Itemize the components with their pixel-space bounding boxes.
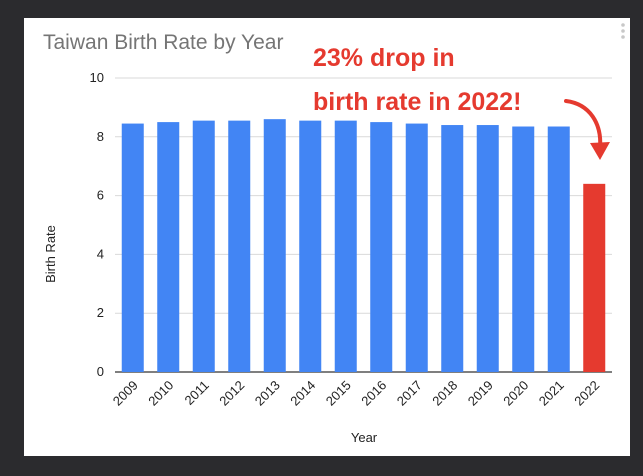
annotation-line-1: 23% drop in [313,44,455,72]
bar-2020[interactable] [512,126,535,372]
chart-menu-icon[interactable] [621,23,625,39]
bar-2015[interactable] [334,120,357,372]
y-axis-label: Birth Rate [43,225,58,283]
bar-2019[interactable] [476,125,499,372]
bar-2009[interactable] [121,123,144,372]
x-axis-label: Year [351,430,378,445]
y-tick-label: 4 [97,246,104,261]
bar-2018[interactable] [441,125,464,372]
curved-arrow-icon [564,99,610,160]
y-tick-label: 8 [97,129,104,144]
bar-2014[interactable] [299,120,322,372]
y-tick-label: 2 [97,305,104,320]
y-axis-ticks: 0 2 4 6 8 10 [90,70,104,379]
bar-2013[interactable] [263,119,286,372]
chart-title: Taiwan Birth Rate by Year [43,31,283,54]
y-tick-label: 6 [97,188,104,203]
bar-2010[interactable] [157,122,180,372]
chart-card [24,18,630,456]
bar-series [121,119,606,372]
bar-2021[interactable] [547,126,570,372]
bar-2022[interactable] [583,183,606,372]
bar-2012[interactable] [228,120,251,372]
y-tick-label: 0 [97,364,104,379]
bar-2011[interactable] [192,120,215,372]
bar-2017[interactable] [405,123,428,372]
bar-2016[interactable] [370,122,393,372]
annotation-line-2: birth rate in 2022! [313,88,521,116]
y-tick-label: 10 [90,70,104,85]
